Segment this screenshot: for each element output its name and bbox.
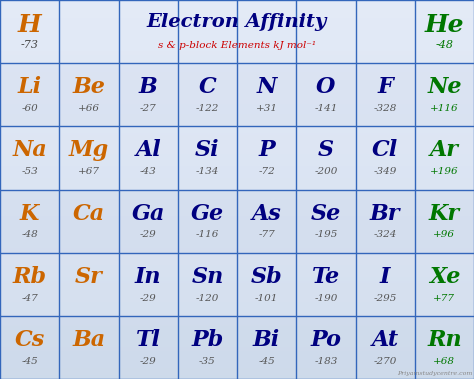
Text: Rn: Rn bbox=[427, 329, 462, 351]
Text: Cl: Cl bbox=[372, 139, 398, 161]
Text: -141: -141 bbox=[314, 104, 337, 113]
Text: -73: -73 bbox=[21, 41, 38, 50]
Text: -29: -29 bbox=[140, 230, 156, 240]
Text: +77: +77 bbox=[433, 294, 456, 303]
Text: +96: +96 bbox=[433, 230, 456, 240]
Text: -77: -77 bbox=[258, 230, 275, 240]
Text: -47: -47 bbox=[21, 294, 38, 303]
Text: -122: -122 bbox=[196, 104, 219, 113]
Text: -35: -35 bbox=[199, 357, 216, 366]
Text: -45: -45 bbox=[21, 357, 38, 366]
Bar bbox=[0, 316, 474, 379]
Text: Electron Affinity: Electron Affinity bbox=[147, 13, 327, 31]
Text: S: S bbox=[318, 139, 334, 161]
Text: -190: -190 bbox=[314, 294, 337, 303]
Text: Ba: Ba bbox=[73, 329, 105, 351]
Text: K: K bbox=[20, 202, 39, 224]
Text: Na: Na bbox=[12, 139, 47, 161]
Bar bbox=[0, 190, 474, 253]
Text: N: N bbox=[256, 76, 277, 98]
Bar bbox=[0, 0, 474, 63]
Text: +68: +68 bbox=[433, 357, 456, 366]
Text: Li: Li bbox=[18, 76, 42, 98]
Text: Cs: Cs bbox=[15, 329, 45, 351]
Text: C: C bbox=[199, 76, 216, 98]
Text: -200: -200 bbox=[314, 167, 337, 176]
Text: Pb: Pb bbox=[191, 329, 224, 351]
Text: -29: -29 bbox=[140, 294, 156, 303]
Text: +31: +31 bbox=[255, 104, 278, 113]
Text: Si: Si bbox=[195, 139, 219, 161]
Text: -72: -72 bbox=[258, 167, 275, 176]
Text: Ge: Ge bbox=[191, 202, 224, 224]
Text: -195: -195 bbox=[314, 230, 337, 240]
Text: -183: -183 bbox=[314, 357, 337, 366]
Text: Xe: Xe bbox=[428, 266, 460, 288]
Text: -270: -270 bbox=[374, 357, 397, 366]
Text: Al: Al bbox=[135, 139, 161, 161]
Text: +116: +116 bbox=[430, 104, 459, 113]
Text: -324: -324 bbox=[374, 230, 397, 240]
Text: Kr: Kr bbox=[429, 202, 460, 224]
Text: As: As bbox=[252, 202, 282, 224]
Text: Te: Te bbox=[312, 266, 340, 288]
Text: -29: -29 bbox=[140, 357, 156, 366]
Text: Sr: Sr bbox=[75, 266, 103, 288]
Text: Rb: Rb bbox=[13, 266, 46, 288]
Bar bbox=[0, 126, 474, 190]
Text: -48: -48 bbox=[21, 230, 38, 240]
Text: -120: -120 bbox=[196, 294, 219, 303]
Bar bbox=[0, 63, 474, 126]
Text: Po: Po bbox=[310, 329, 341, 351]
Text: I: I bbox=[380, 266, 390, 288]
Text: -349: -349 bbox=[374, 167, 397, 176]
Text: -60: -60 bbox=[21, 104, 38, 113]
Text: F: F bbox=[377, 76, 393, 98]
Text: Sb: Sb bbox=[251, 266, 283, 288]
Text: Be: Be bbox=[73, 76, 105, 98]
Text: +67: +67 bbox=[78, 167, 100, 176]
Text: Mg: Mg bbox=[69, 139, 109, 161]
Text: -295: -295 bbox=[374, 294, 397, 303]
Text: -48: -48 bbox=[436, 41, 453, 50]
Text: -43: -43 bbox=[140, 167, 156, 176]
Text: -328: -328 bbox=[374, 104, 397, 113]
Text: +66: +66 bbox=[78, 104, 100, 113]
Text: P: P bbox=[258, 139, 275, 161]
Text: In: In bbox=[135, 266, 161, 288]
Text: O: O bbox=[316, 76, 336, 98]
Text: -134: -134 bbox=[196, 167, 219, 176]
Text: +196: +196 bbox=[430, 167, 459, 176]
Text: Priyamstudycentre.com: Priyamstudycentre.com bbox=[397, 371, 472, 376]
Text: s & p-block Elements kJ mol⁻¹: s & p-block Elements kJ mol⁻¹ bbox=[158, 41, 316, 50]
Text: B: B bbox=[139, 76, 157, 98]
Text: Se: Se bbox=[311, 202, 341, 224]
Text: Ga: Ga bbox=[131, 202, 165, 224]
Text: -27: -27 bbox=[140, 104, 156, 113]
Text: Sn: Sn bbox=[191, 266, 224, 288]
Text: -116: -116 bbox=[196, 230, 219, 240]
Text: -101: -101 bbox=[255, 294, 278, 303]
Text: At: At bbox=[372, 329, 399, 351]
Text: -45: -45 bbox=[258, 357, 275, 366]
Text: Ar: Ar bbox=[430, 139, 459, 161]
Text: Ca: Ca bbox=[73, 202, 105, 224]
Text: He: He bbox=[425, 13, 464, 37]
Text: -53: -53 bbox=[21, 167, 38, 176]
Text: Bi: Bi bbox=[253, 329, 280, 351]
Text: Br: Br bbox=[370, 202, 401, 224]
Text: Ne: Ne bbox=[427, 76, 462, 98]
Text: Tl: Tl bbox=[136, 329, 161, 351]
Text: H: H bbox=[18, 13, 41, 37]
Bar bbox=[0, 253, 474, 316]
